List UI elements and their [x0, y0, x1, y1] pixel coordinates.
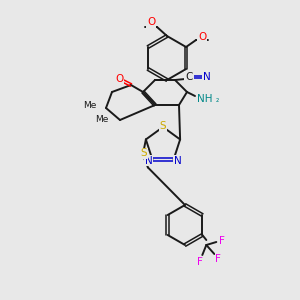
Text: S: S: [160, 121, 166, 131]
Text: Me: Me: [95, 116, 109, 124]
Text: N: N: [203, 72, 211, 82]
Text: N: N: [174, 156, 182, 166]
Text: N: N: [145, 156, 152, 166]
Text: O: O: [198, 32, 206, 42]
Text: S: S: [141, 148, 147, 158]
Text: C: C: [185, 72, 193, 82]
Text: F: F: [197, 257, 203, 267]
Text: ₂: ₂: [215, 94, 219, 103]
Text: F: F: [219, 236, 225, 246]
Text: NH: NH: [197, 94, 213, 104]
Text: F: F: [215, 254, 221, 264]
Text: O: O: [115, 74, 123, 84]
Text: Me: Me: [83, 101, 97, 110]
Text: O: O: [147, 17, 155, 27]
